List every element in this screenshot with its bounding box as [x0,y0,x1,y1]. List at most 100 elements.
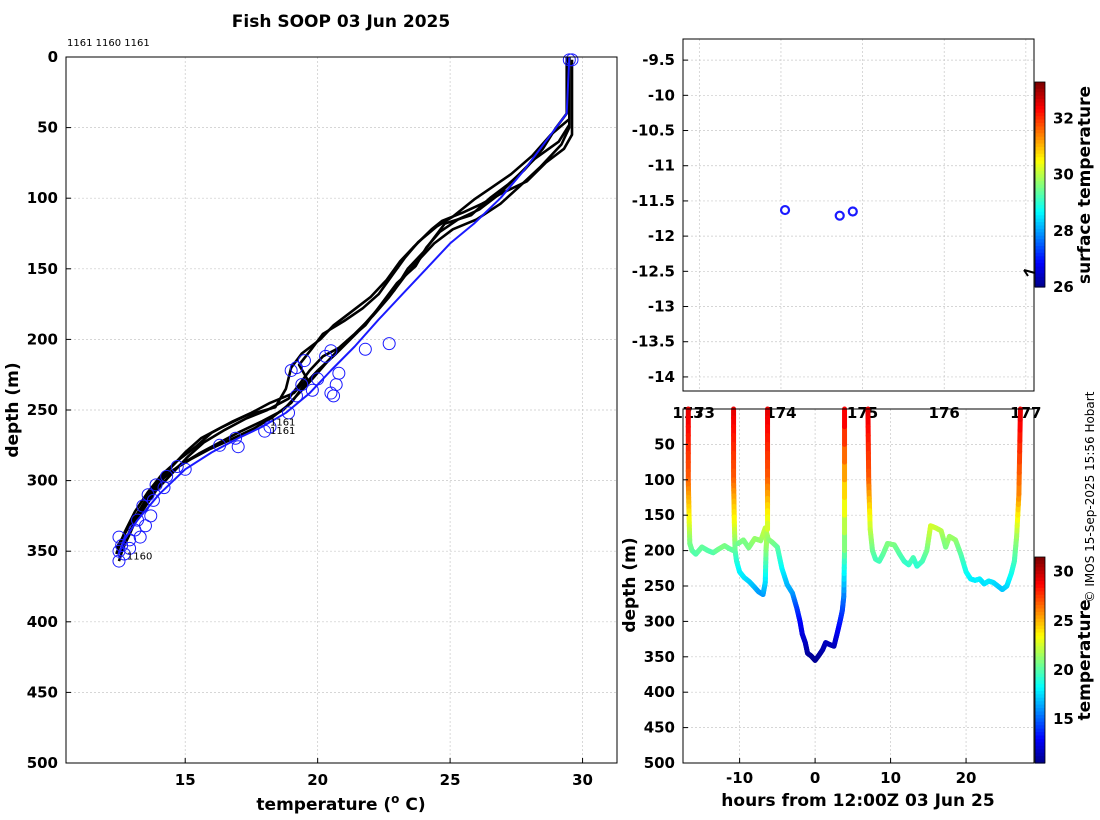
colorbar-swatch [1035,249,1045,254]
colorbar-swatch [1035,181,1045,186]
profile-marker [112,530,126,544]
colorbar-swatch [1035,276,1045,281]
profile-ylabel: depth (m) [3,362,23,457]
colorbar-swatch [1035,690,1045,695]
profile-xtick-1: 20 [307,771,328,789]
colorbar-swatch [1035,167,1045,172]
section-xlabel: hours from 12:00Z 03 Jun 25 [721,791,994,811]
colorbar-swatch [1035,653,1045,658]
colorbar-swatch [1035,136,1045,141]
profile-annotation: 1160 [127,552,152,563]
colorbar-swatch [1035,82,1045,87]
colorbar-swatch [1035,557,1045,562]
profile-1 [117,57,568,562]
colorbar-swatch [1035,129,1045,134]
colorbar-swatch [1035,88,1045,93]
colorbar-swatch [1035,116,1045,121]
temperature-label: temperature [1075,599,1095,720]
colorbar-swatch [1035,673,1045,678]
temperature-cb-tick-2: 25 [1053,612,1074,630]
map-ytick-3: -11 [648,157,675,175]
colorbar-swatch [1035,687,1045,692]
profile-marker [128,523,142,537]
profile-ytick-5: 250 [27,401,58,419]
colorbar-swatch [1035,684,1045,689]
top-annotation: 1161 1160 1161 [67,38,150,49]
surface-temperature-label: surface temperature [1075,86,1095,284]
colorbar-swatch [1035,570,1045,575]
colorbar-swatch [1035,670,1045,675]
profile-marker [170,459,184,473]
colorbar-swatch [1035,177,1045,182]
credit-text: © IMOS 15-Sep-2025 15:56 Hobart [1083,391,1097,602]
colorbar-swatch [1035,725,1045,730]
colorbar-swatch [1035,632,1045,637]
section-ytick-4: 200 [644,542,675,560]
colorbar-swatch [1035,704,1045,709]
profile-marker [284,363,298,377]
colorbar-swatch [1035,280,1045,285]
colorbar-swatch [1035,283,1045,288]
colorbar-swatch [1035,615,1045,620]
colorbar-swatch [1035,232,1045,237]
profile-series [115,56,574,562]
colorbar-swatch [1035,211,1045,216]
colorbar-swatch [1035,601,1045,606]
profile-ytick-1: 50 [37,119,58,137]
colorbar-swatch [1035,721,1045,726]
profile-ytick-6: 300 [27,472,58,490]
profile-ytick-7: 350 [27,542,58,560]
section-ytick-3: 150 [644,506,675,524]
colorbar-swatch [1035,228,1045,233]
section-yticks: 50 100 150 200 250 300 350 400 450 500 [644,408,688,772]
profile-xtick-3: 30 [572,771,593,789]
map-axes-box [682,38,1035,392]
profile-marker [213,438,227,452]
colorbar-swatch [1035,567,1045,572]
profile-ytick-8: 400 [27,613,58,631]
profile-marker [136,499,150,513]
profile-ytick-4: 200 [27,330,58,348]
map-xtick-4: 176 [929,404,960,422]
colorbar-swatch [1035,194,1045,199]
profile-marker [562,53,576,67]
section-ytick-9: 450 [644,719,675,737]
profile-xlabel: temperature (o C) [256,792,425,815]
colorbar-swatch [1035,639,1045,644]
profile-marker [112,554,126,568]
colorbar-swatch [1035,666,1045,671]
colorbar-swatch [1035,208,1045,213]
colorbar-swatch [1035,246,1045,251]
map-ytick-8: -13.5 [632,333,675,351]
surface-temperature-colorbar: 26 28 30 32 [1034,81,1074,296]
map-xtick-5: 177 [1010,404,1041,422]
colorbar-swatch [1035,126,1045,131]
colorbar-swatch [1035,756,1045,761]
profile-marker [311,372,325,386]
temperature-cb-tick-1: 20 [1053,661,1074,679]
colorbar-swatch [1035,215,1045,220]
temperature-cb-tick-0: 15 [1053,710,1074,728]
colorbar-swatch [1035,123,1045,128]
colorbar-swatch [1035,608,1045,613]
colorbar-swatch [1035,694,1045,699]
colorbar-swatch [1035,656,1045,661]
map-ytick-2: -10.5 [632,122,675,140]
map-ytick-5: -12 [648,227,675,245]
profile-2 [120,57,571,552]
map-grid [683,39,1034,391]
surface-cb-tick-0: 26 [1053,278,1074,296]
profile-marker [117,547,131,561]
temperature-cb-tick-3: 30 [1053,563,1074,581]
colorbar-swatch [1035,622,1045,627]
colorbar-swatch [1035,85,1045,90]
colorbar-swatch [1035,629,1045,634]
profile-ytick-2: 100 [27,189,58,207]
map-points [779,204,858,221]
map-ytick-1: -10 [648,86,675,104]
profile-xtick-0: 15 [175,771,196,789]
section-xtick-1: 0 [810,769,820,787]
colorbar-swatch [1035,611,1045,616]
